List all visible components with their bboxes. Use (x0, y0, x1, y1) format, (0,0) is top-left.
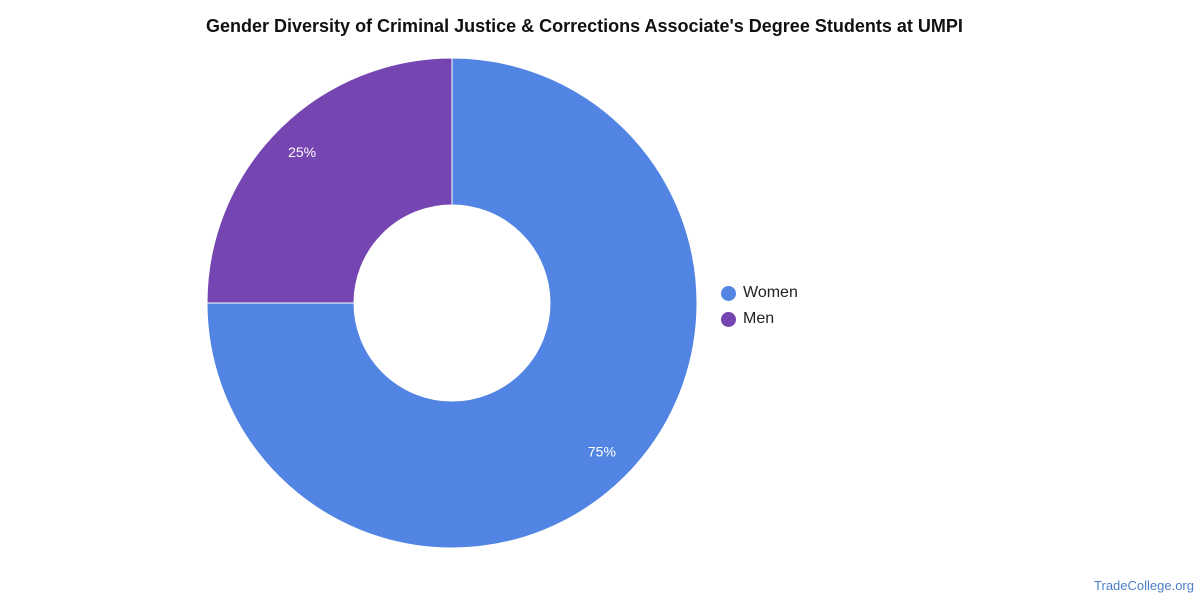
slice-label-women: 75% (588, 444, 616, 460)
legend-item-men[interactable]: Men (721, 306, 798, 332)
watermark[interactable]: TradeCollege.org (1094, 578, 1194, 593)
slice-men[interactable] (206, 57, 453, 304)
legend-swatch-men (721, 311, 736, 327)
slice-label-men: 25% (288, 144, 316, 160)
legend-label-men: Men (743, 310, 775, 327)
chart-title: Gender Diversity of Criminal Justice & C… (206, 16, 963, 36)
legend-item-women[interactable]: Women (721, 280, 798, 306)
legend-swatch-women (721, 285, 736, 301)
legend: Women Men (721, 280, 798, 332)
legend-label-women: Women (743, 284, 798, 301)
slice-women[interactable] (206, 57, 698, 549)
